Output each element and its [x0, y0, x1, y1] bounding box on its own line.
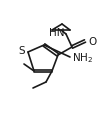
Text: S: S [19, 46, 25, 56]
Text: HN: HN [49, 28, 65, 38]
Text: O: O [88, 37, 96, 47]
Text: NH$_2$: NH$_2$ [72, 51, 93, 64]
